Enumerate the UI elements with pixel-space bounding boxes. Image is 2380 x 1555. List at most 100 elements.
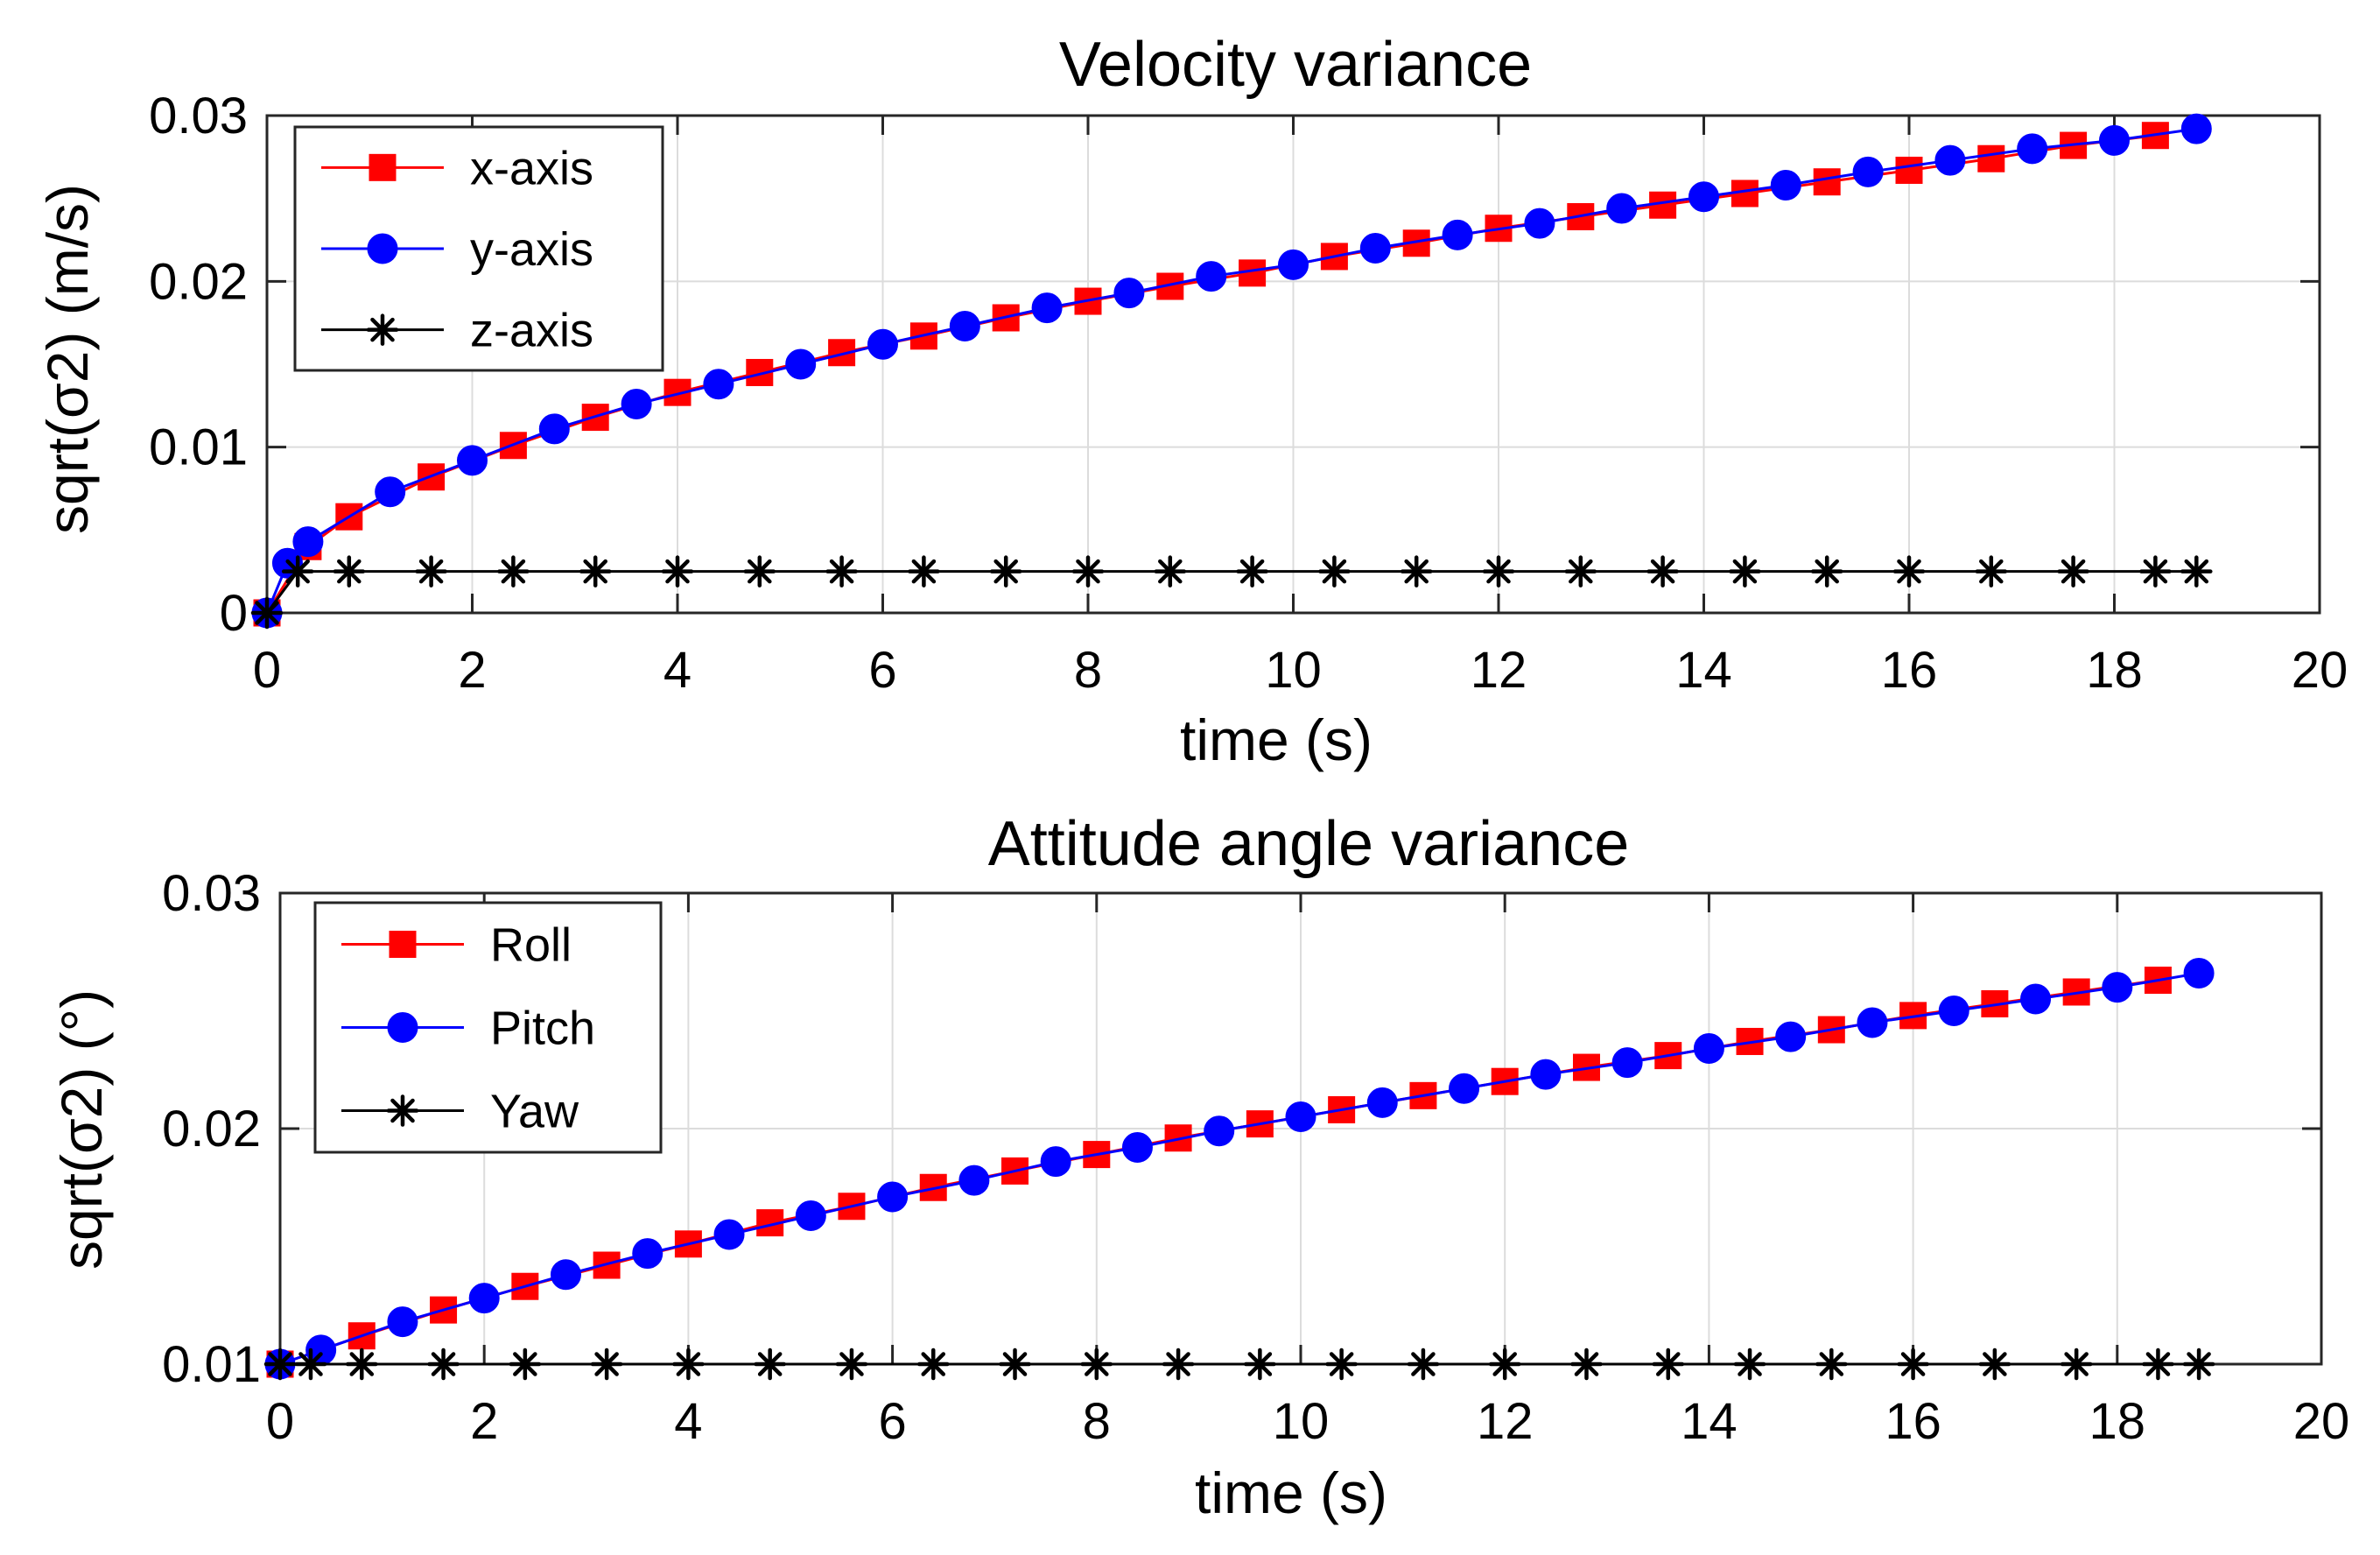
asterisk-marker-4: [497, 555, 530, 588]
square-marker-20: [1813, 168, 1841, 196]
circle-marker-6: [621, 388, 652, 419]
asterisk-marker-11: [1071, 555, 1105, 588]
asterisk-marker-2: [346, 1347, 378, 1381]
asterisk-marker-24: [2139, 555, 2172, 588]
asterisk-marker-20: [1810, 555, 1843, 588]
y-tick-label: 0.02: [149, 253, 248, 310]
circle-marker-21: [1852, 156, 1884, 187]
legend-entry-yaw: Yaw: [341, 1086, 579, 1138]
x-tick-label: 6: [878, 1393, 906, 1450]
x-tick-label: 8: [1083, 1393, 1111, 1450]
circle-marker-23: [2017, 133, 2048, 165]
asterisk-stroke: [2187, 1352, 2211, 1376]
series-line: [265, 570, 2197, 614]
square-marker-7: [746, 358, 774, 386]
asterisk-stroke: [513, 1352, 537, 1376]
circle-marker-5: [538, 413, 570, 445]
legend-entry-y-axis: y-axis: [321, 223, 593, 276]
circle-marker-15: [1449, 1073, 1480, 1104]
asterisk-marker-7: [754, 1347, 786, 1381]
circle-marker-4: [457, 445, 488, 476]
asterisk-marker-0: [386, 1094, 419, 1127]
asterisk-stroke: [1166, 1352, 1190, 1376]
y-tick-label: 0.01: [149, 419, 248, 476]
legend-label: y-axis: [470, 223, 593, 276]
legend-entry-pitch: Pitch: [341, 1003, 595, 1055]
asterisk-marker-14: [1318, 555, 1351, 588]
circle-marker-2: [292, 526, 324, 558]
asterisk-marker-1: [294, 1347, 327, 1381]
asterisk-marker-11: [1080, 1347, 1113, 1381]
asterisk-marker-17: [1564, 555, 1597, 588]
asterisk-marker-0: [366, 313, 399, 346]
asterisk-stroke: [1239, 559, 1265, 584]
x-tick-label: 8: [1074, 642, 1102, 699]
asterisk-stroke: [285, 559, 310, 584]
asterisk-marker-21: [1897, 1347, 1929, 1381]
legend-entry-z-axis: z-axis: [321, 305, 593, 357]
x-tick-label: 4: [663, 642, 692, 699]
circle-marker-22: [2020, 983, 2052, 1015]
circle-marker-13: [1196, 261, 1227, 292]
y-axis-label: sqrt(σ2) (°): [49, 989, 114, 1270]
asterisk-stroke: [829, 559, 854, 584]
circle-marker-12: [1204, 1115, 1235, 1147]
asterisk-stroke: [1738, 1352, 1762, 1376]
asterisk-marker-12: [1154, 555, 1187, 588]
asterisk-stroke: [1650, 559, 1675, 584]
asterisk-stroke: [298, 1352, 323, 1376]
x-tick-label: 18: [2089, 1393, 2146, 1450]
circle-marker-16: [1442, 219, 1473, 250]
asterisk-marker-3: [415, 555, 447, 588]
y-tick-label: 0: [220, 585, 248, 642]
circle-marker-3: [468, 1283, 500, 1314]
velocity-variance-chart: Velocity variance time (s) sqrt(σ2) (m/s…: [35, 30, 2348, 772]
asterisk-marker-25: [2180, 555, 2213, 588]
square-marker-6: [663, 378, 692, 406]
asterisk-stroke: [1815, 559, 1839, 584]
circle-marker-10: [1040, 1146, 1071, 1178]
circle-marker-20: [1857, 1007, 1888, 1038]
circle-marker-7: [703, 369, 734, 400]
asterisk-stroke: [748, 559, 772, 584]
asterisk-stroke: [2061, 559, 2086, 584]
asterisk-marker-0: [263, 1347, 297, 1381]
circle-marker-18: [1606, 193, 1638, 224]
asterisk-stroke: [1158, 559, 1183, 584]
asterisk-stroke: [1574, 1352, 1599, 1376]
asterisk-stroke: [501, 559, 526, 584]
x-tick-label: 16: [1885, 1393, 1941, 1450]
asterisk-stroke: [2143, 559, 2168, 584]
square-marker-4: [499, 432, 527, 460]
circle-marker-19: [1775, 1021, 1807, 1052]
asterisk-stroke: [1897, 559, 1921, 584]
asterisk-marker-6: [672, 1347, 705, 1381]
asterisk-marker-4: [509, 1347, 542, 1381]
legend-label: Pitch: [490, 1003, 595, 1055]
asterisk-marker-9: [916, 1347, 950, 1381]
legend-entry-x-axis: x-axis: [321, 142, 593, 194]
legend-label: z-axis: [470, 305, 593, 357]
axis-ticks: 0 2 4 6 8 10 12 14 16 18 20 0.01 0.02 0.03: [162, 865, 2349, 1450]
asterisk-stroke: [1486, 559, 1511, 584]
asterisk-marker-12: [1162, 1347, 1195, 1381]
circle-marker-19: [1688, 181, 1719, 213]
asterisk-marker-15: [1400, 555, 1433, 588]
x-tick-label: 16: [1881, 642, 1938, 699]
asterisk-marker-10: [989, 555, 1022, 588]
asterisk-marker-22: [1978, 1347, 2011, 1381]
asterisk-stroke: [1900, 1352, 1926, 1376]
asterisk-stroke: [1247, 1352, 1273, 1376]
asterisk-stroke: [2064, 1352, 2089, 1376]
asterisk-stroke: [1076, 559, 1100, 584]
circle-marker-4: [550, 1259, 581, 1291]
circle-marker-23: [2102, 972, 2133, 1003]
asterisk-stroke: [2145, 1352, 2171, 1376]
asterisk-stroke: [349, 1352, 375, 1376]
circle-marker-2: [387, 1306, 418, 1338]
legend: x-axis y-axis z-axis: [293, 125, 664, 372]
circle-marker-8: [785, 348, 817, 380]
circle-marker-10: [949, 310, 980, 341]
legend-label: Yaw: [490, 1086, 579, 1138]
asterisk-stroke: [255, 601, 279, 625]
